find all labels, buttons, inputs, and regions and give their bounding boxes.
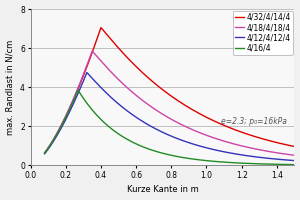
Y-axis label: max. Randlast in N/cm: max. Randlast in N/cm	[6, 40, 15, 135]
4/18/4/18/4	[195, 130, 198, 133]
4/18/4/18/4	[43, 152, 46, 154]
4/18/4/18/4	[232, 143, 236, 145]
4/32/4/14/4	[202, 115, 206, 117]
4/32/4/14/4	[258, 137, 262, 139]
4/18/4/18/4	[292, 154, 296, 156]
4/16/4	[202, 159, 206, 162]
Line: 4/16/4: 4/16/4	[45, 90, 294, 165]
4/12/4/12/4	[202, 146, 206, 148]
4/12/4/12/4	[85, 71, 88, 74]
Line: 4/18/4/18/4: 4/18/4/18/4	[45, 51, 294, 155]
4/16/4	[232, 162, 236, 164]
4/16/4	[195, 158, 198, 161]
4/18/4/18/4	[90, 50, 94, 52]
4/32/4/14/4	[188, 107, 192, 109]
4/16/4	[58, 128, 62, 130]
4/32/4/14/4	[43, 152, 46, 154]
4/32/4/14/4	[292, 145, 296, 148]
Legend: 4/32/4/14/4, 4/18/4/18/4, 4/12/4/12/4, 4/16/4: 4/32/4/14/4, 4/18/4/18/4, 4/12/4/12/4, 4…	[232, 11, 293, 55]
4/18/4/18/4	[188, 127, 192, 130]
4/32/4/14/4	[58, 127, 62, 129]
Line: 4/12/4/12/4: 4/12/4/12/4	[45, 73, 294, 161]
4/12/4/12/4	[188, 142, 192, 144]
4/16/4	[43, 152, 46, 154]
4/32/4/14/4	[195, 111, 198, 113]
4/12/4/12/4	[43, 153, 46, 155]
4/18/4/18/4	[202, 133, 206, 136]
4/16/4	[188, 157, 192, 160]
4/16/4	[292, 163, 296, 166]
4/12/4/12/4	[195, 144, 198, 146]
X-axis label: Kurze Kante in m: Kurze Kante in m	[127, 185, 198, 194]
4/12/4/12/4	[58, 129, 62, 132]
4/18/4/18/4	[58, 126, 62, 129]
4/12/4/12/4	[292, 159, 296, 162]
4/18/4/18/4	[258, 149, 262, 151]
4/12/4/12/4	[232, 153, 236, 155]
4/16/4	[76, 89, 80, 91]
Line: 4/32/4/14/4: 4/32/4/14/4	[45, 28, 294, 153]
4/16/4	[258, 163, 262, 165]
4/32/4/14/4	[99, 26, 103, 29]
Text: e=2.3; p₀=16kPa: e=2.3; p₀=16kPa	[221, 117, 286, 126]
4/32/4/14/4	[232, 128, 236, 131]
4/12/4/12/4	[258, 156, 262, 159]
